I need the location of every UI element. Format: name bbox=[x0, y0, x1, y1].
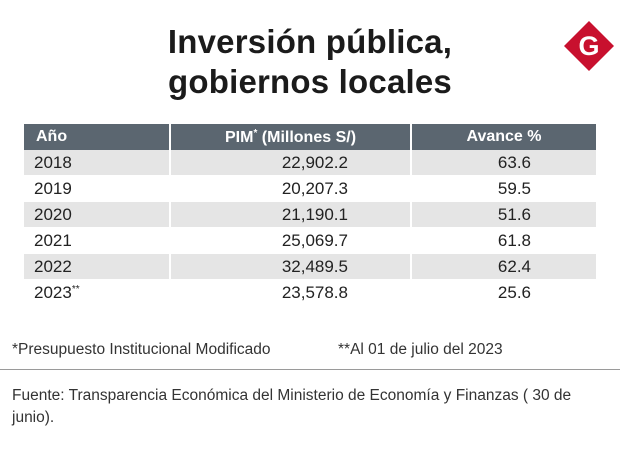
cell-year-value: 2020 bbox=[34, 204, 72, 224]
cell-advance: 62.4 bbox=[411, 253, 596, 280]
cell-year: 2022 bbox=[24, 253, 171, 280]
cell-advance: 63.6 bbox=[411, 150, 596, 176]
source-note: Fuente: Transparencia Económica del Mini… bbox=[12, 387, 572, 426]
title-line-2: gobiernos locales bbox=[168, 63, 452, 100]
header-year: Año bbox=[24, 124, 171, 150]
cell-year-value: 2019 bbox=[34, 178, 72, 198]
table-body: 2018 22,902.2 63.6 2019 20,207.3 59.5 2020 21,1… bbox=[24, 150, 596, 306]
logo-diamond bbox=[564, 21, 614, 71]
table-row: 2019 20,207.3 59.5 bbox=[24, 175, 596, 202]
footnote-date-mark: ** bbox=[338, 341, 351, 358]
cell-year-value: 2023 bbox=[34, 282, 72, 302]
table-row: 2020 21,190.1 51.6 bbox=[24, 201, 596, 228]
footnote-date-text: Al 01 de julio del 2023 bbox=[350, 341, 503, 358]
cell-advance: 59.5 bbox=[411, 175, 596, 202]
header-pim: PIM* (Millones S/) bbox=[170, 124, 412, 150]
divider bbox=[0, 369, 620, 370]
logo-letter: G bbox=[578, 31, 599, 61]
table-header-row: Año PIM* (Millones S/) Avance % bbox=[24, 124, 596, 150]
footnote-pim-mark: * bbox=[12, 341, 19, 358]
footnote-pim: *Presupuesto Institucional Modificado bbox=[12, 341, 271, 359]
data-table: Año PIM* (Millones S/) Avance % 2018 22,9… bbox=[24, 124, 596, 306]
cell-year-value: 2022 bbox=[34, 256, 72, 276]
cell-advance: 25.6 bbox=[411, 279, 596, 306]
cell-advance: 51.6 bbox=[411, 201, 596, 228]
title-line-1: Inversión pública, bbox=[167, 23, 453, 60]
cell-pim: 20,207.3 bbox=[170, 175, 412, 202]
cell-year: 2021 bbox=[24, 227, 171, 254]
gestion-logo-icon: G bbox=[564, 21, 614, 71]
cell-pim: 21,190.1 bbox=[170, 201, 412, 228]
table-row: 2023** 23,578.8 25.6 bbox=[24, 279, 596, 306]
cell-year: 2018 bbox=[24, 150, 171, 176]
header-pim-mark: * bbox=[253, 127, 258, 139]
footnote-pim-text: Presupuesto Institucional Modificado bbox=[18, 341, 271, 358]
footnote-date: **Al 01 de julio del 2023 bbox=[338, 341, 503, 359]
chart-title: Inversión pública, gobiernos locales bbox=[0, 22, 620, 102]
cell-year-value: 2018 bbox=[34, 152, 72, 172]
cell-pim: 25,069.7 bbox=[170, 227, 412, 254]
cell-year: 2020 bbox=[24, 201, 171, 228]
cell-advance: 61.8 bbox=[411, 227, 596, 254]
table-row: 2022 32,489.5 62.4 bbox=[24, 253, 596, 280]
table-row: 2018 22,902.2 63.6 bbox=[24, 150, 596, 176]
cell-pim: 32,489.5 bbox=[170, 253, 412, 280]
cell-year-mark: ** bbox=[71, 283, 80, 295]
header-advance: Avance % bbox=[411, 124, 596, 150]
cell-year-value: 2021 bbox=[34, 230, 72, 250]
cell-pim: 22,902.2 bbox=[170, 150, 412, 176]
header-pim-label: PIM bbox=[224, 128, 254, 146]
cell-year: 2023** bbox=[24, 279, 171, 306]
header-pim-units: (Millones S/) bbox=[257, 128, 357, 146]
cell-pim: 23,578.8 bbox=[170, 279, 412, 306]
cell-year: 2019 bbox=[24, 175, 171, 202]
table-row: 2021 25,069.7 61.8 bbox=[24, 227, 596, 254]
